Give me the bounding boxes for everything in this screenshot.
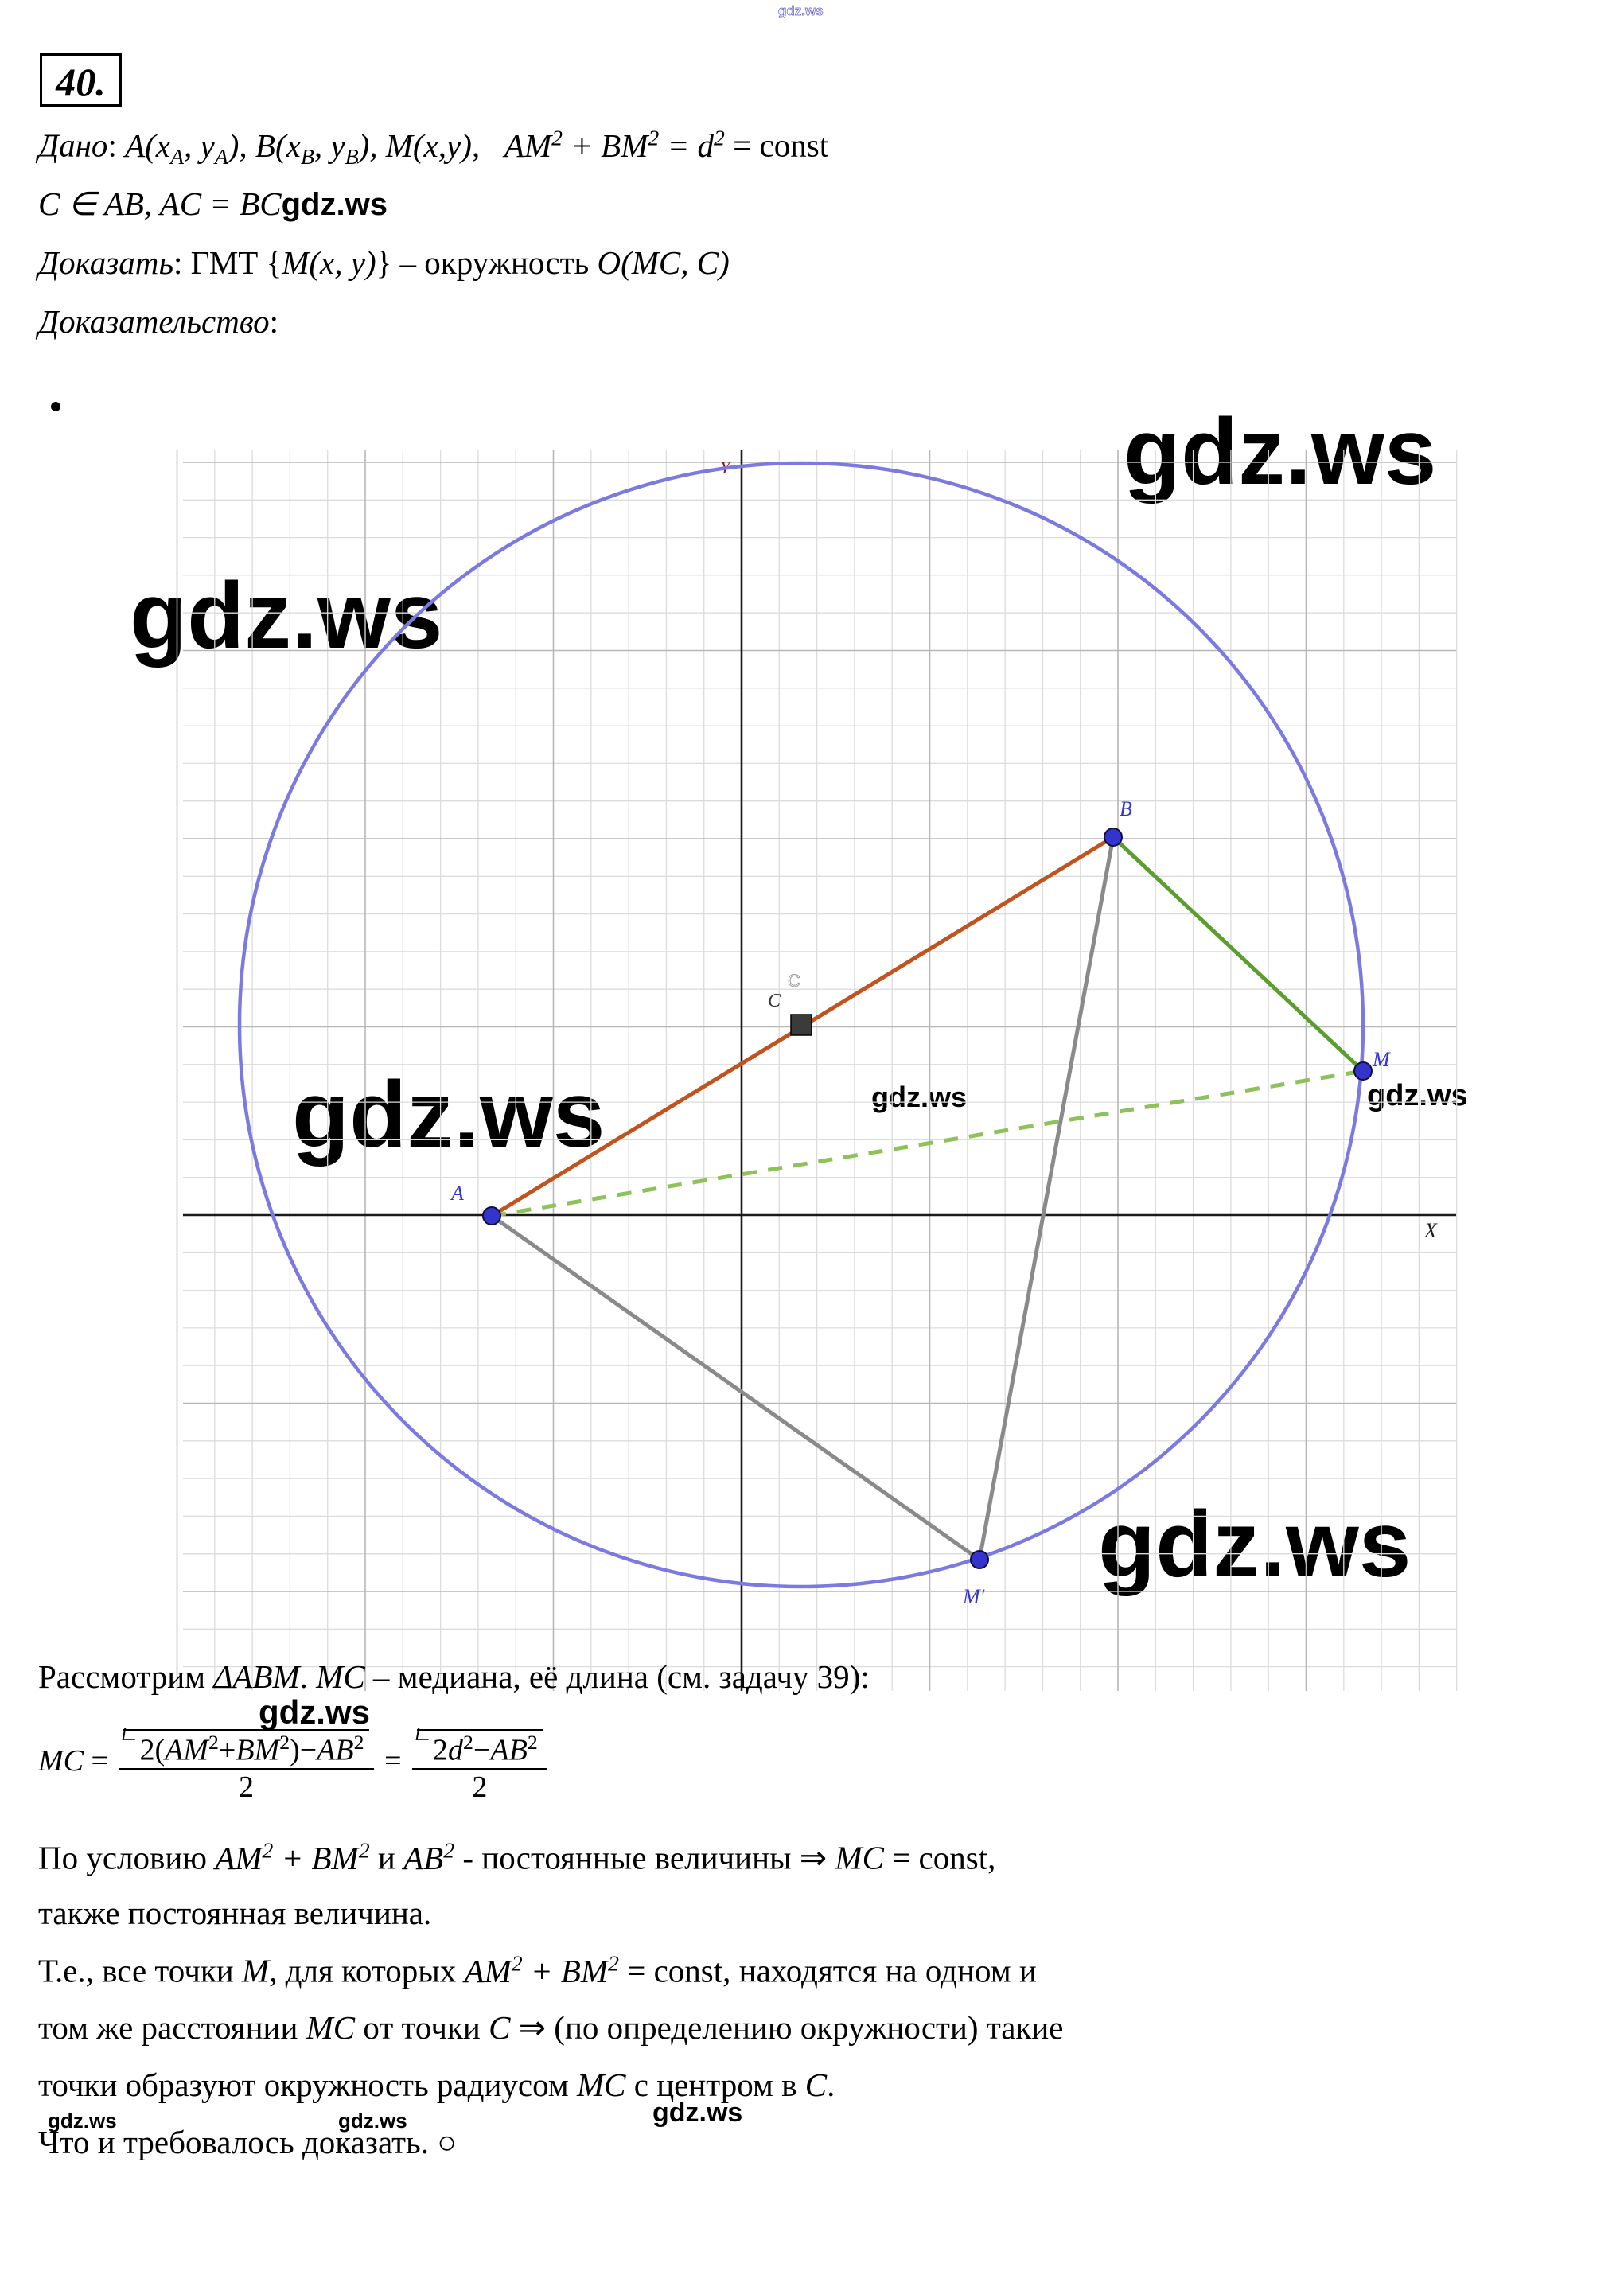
svg-text:M: M (1372, 1048, 1391, 1071)
svg-text:M': M' (962, 1585, 985, 1608)
svg-text:X: X (1423, 1219, 1438, 1242)
svg-text:B: B (1120, 797, 1132, 820)
svg-text:C: C (788, 971, 800, 991)
svg-text:A: A (450, 1182, 464, 1205)
svg-text:C: C (768, 991, 781, 1011)
